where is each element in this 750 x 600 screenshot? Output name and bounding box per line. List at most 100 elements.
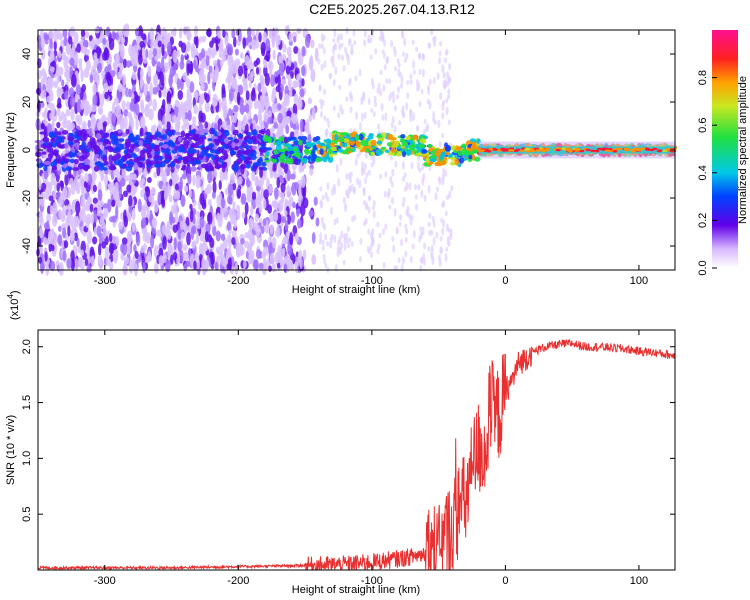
- heatmap-cell: [220, 233, 226, 241]
- heatmap-cell: [447, 240, 451, 247]
- heatmap-cell: [309, 167, 314, 176]
- heatmap-cell: [307, 97, 313, 105]
- heatmap-cell: [177, 227, 182, 241]
- heatmap-cell: [194, 252, 199, 260]
- heatmap-peak: [612, 150, 618, 153]
- heatmap-cell: [106, 258, 112, 267]
- heatmap-cell: [189, 253, 195, 267]
- heatmap-cell: [248, 81, 252, 88]
- heatmap-cell: [397, 85, 401, 94]
- heatmap-cell: [396, 93, 400, 100]
- heatmap-peak: [535, 149, 541, 152]
- heatmap-cell: [444, 78, 448, 88]
- spectrogram-x-tick-label: -100: [361, 275, 383, 287]
- heatmap-cell: [416, 161, 420, 171]
- heatmap-cell: [319, 186, 323, 192]
- heatmap-cell: [131, 71, 137, 81]
- heatmap-cell: [49, 89, 54, 102]
- heatmap-cell: [299, 256, 303, 270]
- heatmap-cell: [447, 153, 453, 158]
- heatmap-cell: [80, 29, 86, 37]
- heatmap-cell: [86, 230, 92, 244]
- heatmap-cell: [129, 101, 135, 112]
- heatmap-cell: [71, 199, 76, 214]
- heatmap-cell: [97, 189, 103, 201]
- heatmap-cell: [104, 91, 109, 100]
- heatmap-cell: [333, 234, 337, 244]
- heatmap-cell: [205, 55, 210, 67]
- heatmap-cell: [258, 166, 264, 171]
- heatmap-cell: [345, 96, 349, 102]
- heatmap-cell: [177, 136, 182, 142]
- heatmap-cell: [131, 222, 136, 232]
- heatmap-cell: [366, 245, 370, 253]
- heatmap-cell: [246, 194, 252, 203]
- heatmap-cell: [149, 82, 154, 97]
- heatmap-cell: [382, 228, 386, 235]
- heatmap-cell: [67, 210, 72, 218]
- heatmap-cell: [232, 114, 237, 124]
- heatmap-cell: [73, 57, 78, 66]
- heatmap-cell: [190, 227, 195, 240]
- heatmap-cell: [260, 128, 265, 135]
- heatmap-cell: [310, 149, 316, 157]
- heatmap-cell: [173, 27, 177, 37]
- heatmap-cell: [94, 130, 100, 134]
- heatmap-cell: [364, 177, 368, 185]
- heatmap-cell: [205, 222, 211, 234]
- heatmap-cell: [79, 177, 85, 188]
- heatmap-cell: [406, 92, 410, 100]
- heatmap-cell: [183, 139, 190, 146]
- heatmap-cell: [145, 103, 150, 111]
- heatmap-cell: [190, 166, 198, 172]
- heatmap-cell: [141, 217, 147, 229]
- heatmap-cell: [89, 203, 94, 213]
- heatmap-cell: [91, 170, 97, 182]
- heatmap-cell: [121, 166, 127, 181]
- heatmap-cell: [263, 239, 269, 250]
- heatmap-cell: [400, 238, 404, 247]
- heatmap-cell: [178, 104, 184, 117]
- heatmap-cell: [65, 108, 71, 117]
- heatmap-cell: [147, 65, 152, 78]
- heatmap-cell: [410, 143, 415, 151]
- heatmap-cell: [180, 194, 186, 207]
- heatmap-cell: [301, 45, 306, 57]
- heatmap-cell: [244, 65, 248, 79]
- heatmap-cell: [315, 140, 321, 145]
- heatmap-cell: [105, 71, 111, 80]
- spectrogram-y-tick-label: 20: [21, 96, 33, 108]
- heatmap-cell: [438, 140, 442, 148]
- heatmap-cell: [319, 231, 323, 241]
- heatmap-cell: [119, 163, 124, 169]
- heatmap-cell: [415, 85, 419, 92]
- heatmap-cell: [404, 223, 408, 229]
- heatmap-cell: [208, 144, 213, 149]
- heatmap-cell: [269, 252, 275, 265]
- heatmap-cell: [383, 190, 387, 198]
- heatmap-cell: [333, 187, 337, 195]
- heatmap-cell: [450, 161, 456, 166]
- heatmap-cell: [46, 95, 51, 104]
- heatmap-cell: [108, 233, 113, 243]
- heatmap-cell: [61, 130, 69, 135]
- heatmap-cell: [212, 225, 217, 237]
- heatmap-cell: [339, 104, 343, 113]
- heatmap-cell: [334, 264, 338, 272]
- heatmap-cell: [292, 201, 296, 209]
- heatmap-cell: [100, 168, 104, 182]
- heatmap-cell: [324, 128, 328, 136]
- heatmap-cell: [420, 88, 424, 95]
- heatmap-cell: [213, 157, 219, 165]
- heatmap-cell: [252, 165, 257, 172]
- heatmap-cell: [209, 148, 216, 154]
- heatmap-cell: [376, 221, 380, 228]
- heatmap-cell: [126, 184, 132, 193]
- heatmap-cell: [180, 130, 186, 138]
- heatmap-cell: [310, 39, 315, 49]
- heatmap-cell: [336, 36, 340, 44]
- heatmap-peak: [624, 148, 630, 152]
- heatmap-cell: [212, 75, 217, 84]
- heatmap-cell: [161, 98, 166, 110]
- heatmap-cell: [53, 28, 58, 42]
